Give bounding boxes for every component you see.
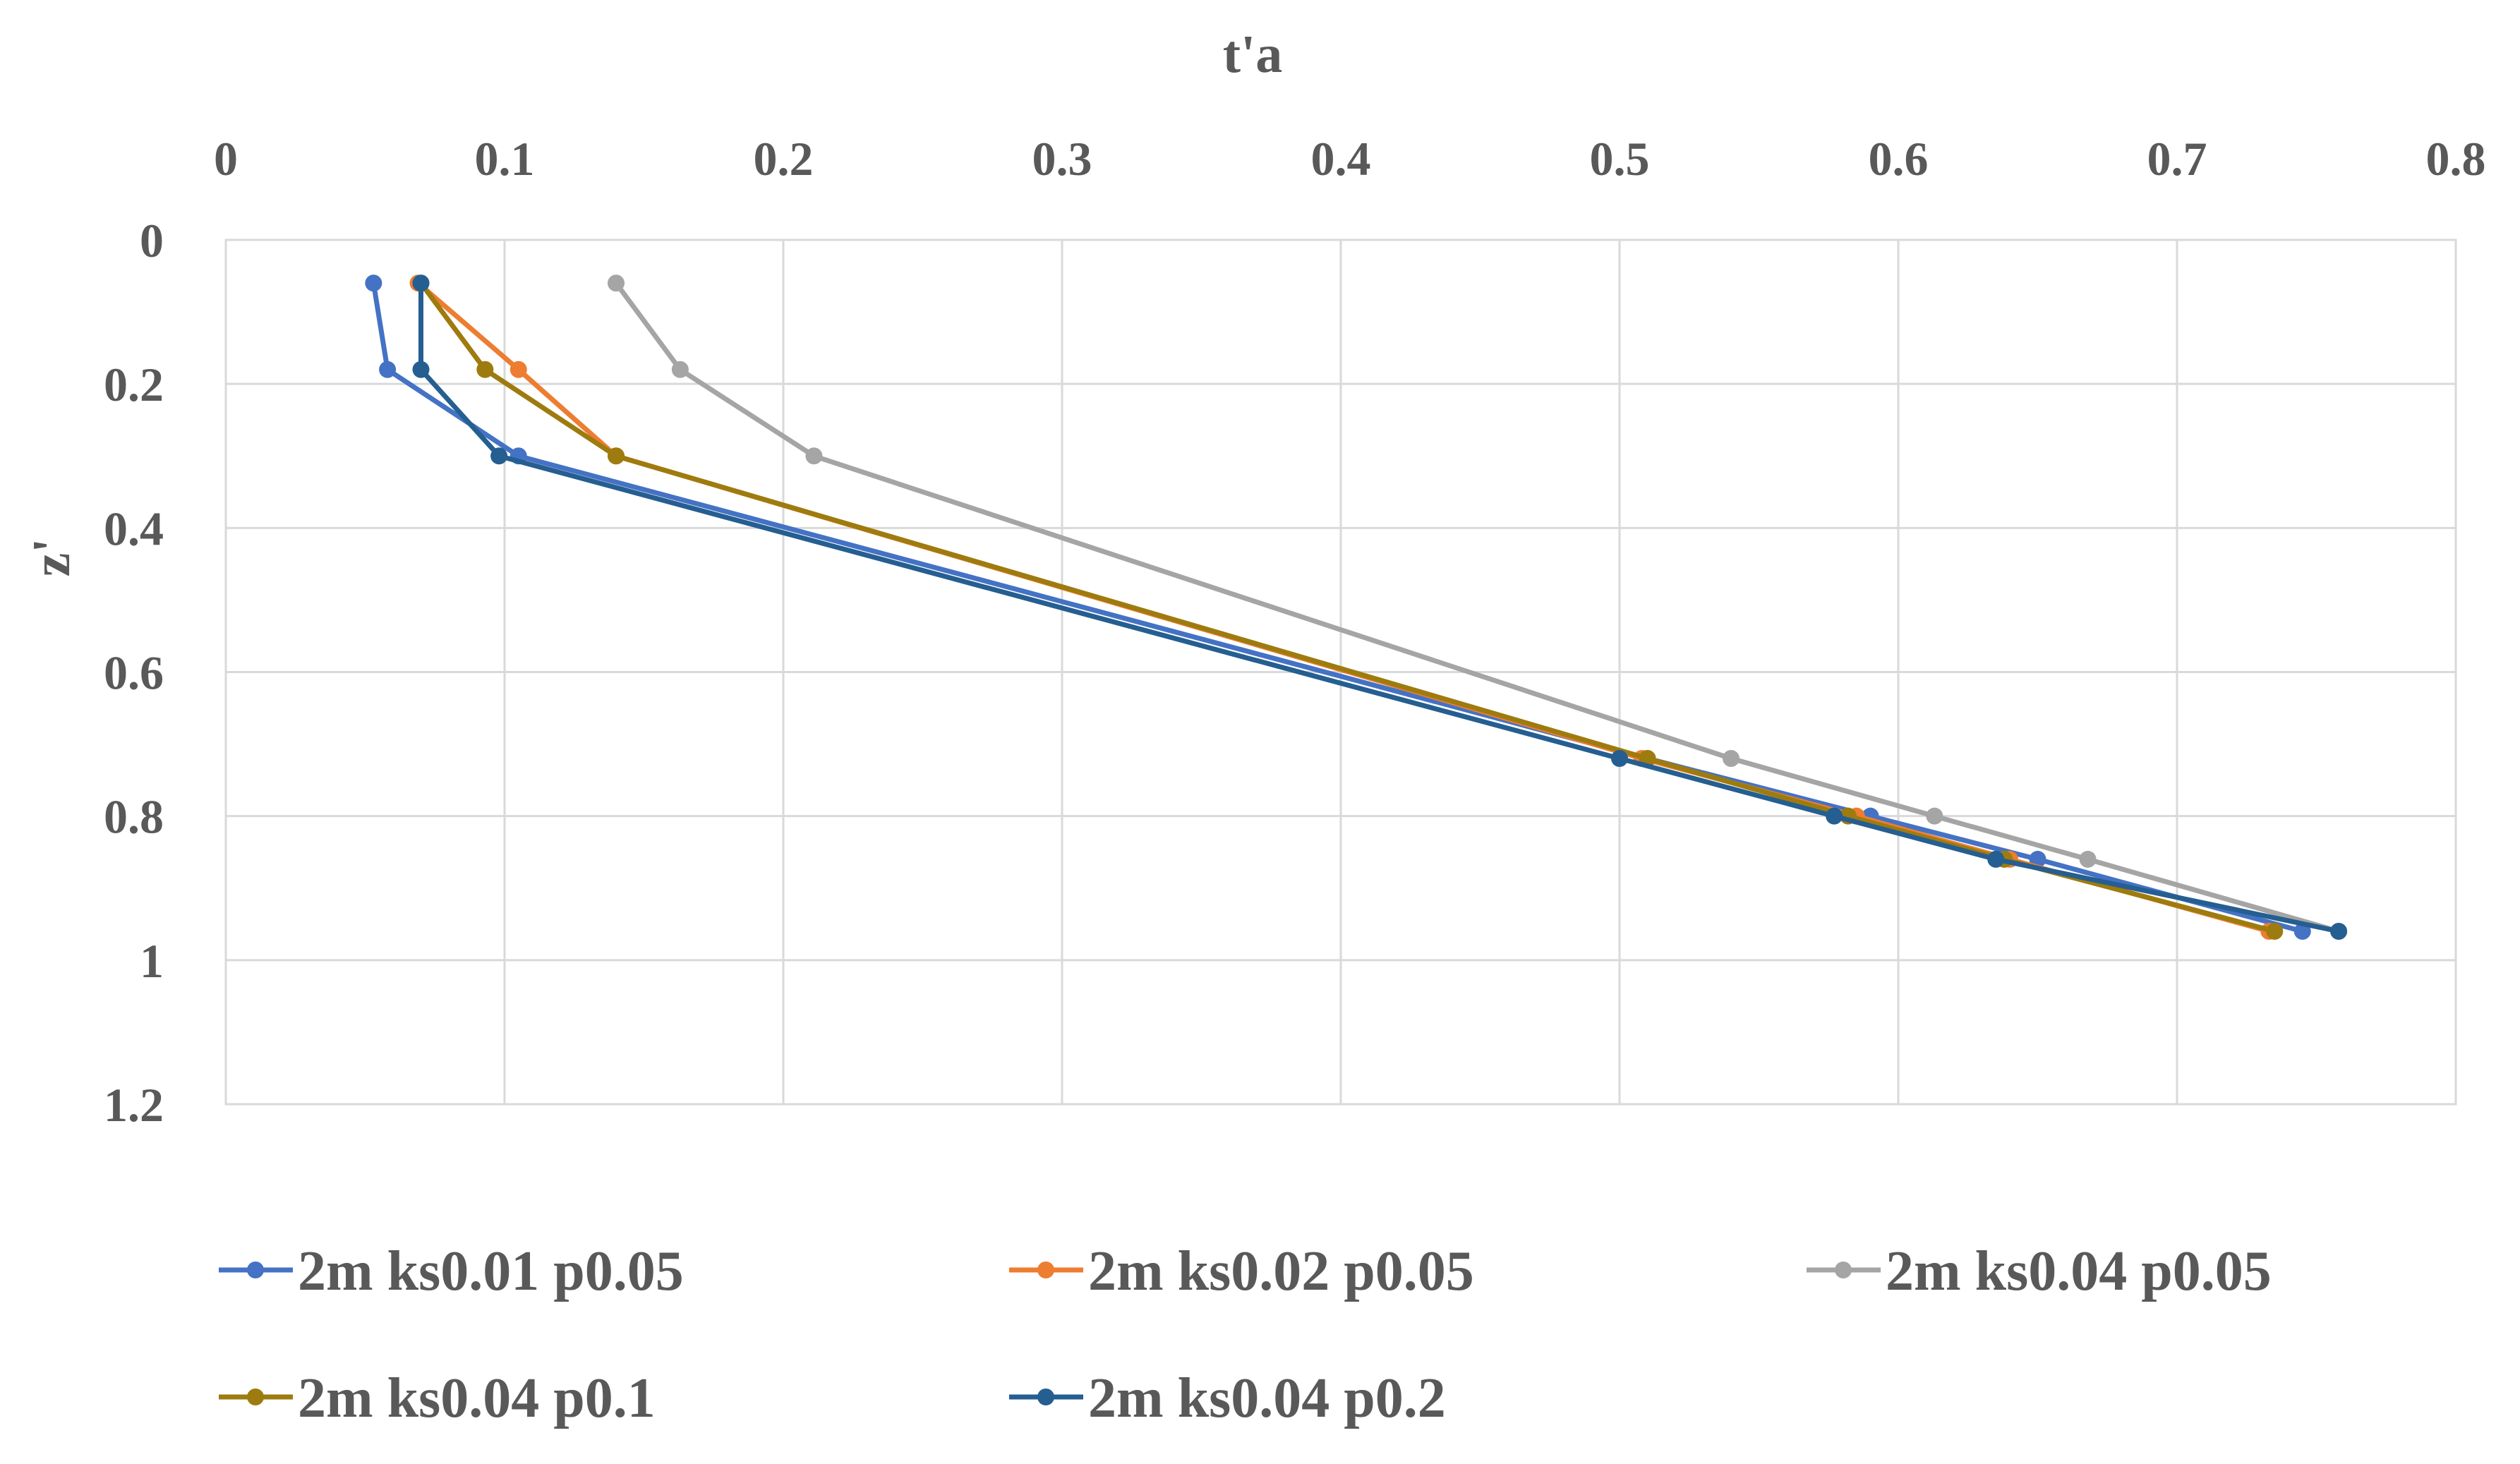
- legend-entry: 2m ks0.04 p0.1: [219, 1367, 656, 1429]
- data-point: [1723, 750, 1740, 767]
- x-tick-label: 0.2: [754, 132, 814, 186]
- data-point: [490, 447, 508, 465]
- series-line: [370, 282, 2303, 934]
- legend-marker: [1037, 1389, 1054, 1405]
- data-point: [2079, 850, 2097, 868]
- x-tick-label: 0.5: [1590, 132, 1650, 186]
- series-3: [608, 274, 2348, 940]
- data-point: [2330, 923, 2348, 940]
- x-tick-label: 0.3: [1032, 132, 1092, 186]
- legend-entry: 2m ks0.02 p0.05: [1009, 1240, 1474, 1302]
- legend-marker: [247, 1262, 264, 1278]
- data-point: [1987, 850, 2005, 868]
- legend-label: 2m ks0.04 p0.2: [1088, 1367, 1446, 1429]
- data-point: [365, 274, 382, 292]
- data-point: [510, 361, 527, 378]
- legend-entry: 2m ks0.04 p0.05: [1807, 1240, 2272, 1302]
- data-point: [1926, 807, 1943, 825]
- legend: 2m ks0.01 p0.05 2m ks0.02 p0.05 2m ks0.04 …: [219, 1240, 2272, 1429]
- series-line: [418, 283, 2339, 934]
- legend-marker: [1037, 1262, 1054, 1278]
- data-point: [412, 361, 430, 378]
- legend-marker: [247, 1389, 264, 1405]
- y-tick-label: 0.8: [104, 790, 164, 844]
- y-tick-label: 1: [140, 934, 164, 988]
- legend-label: 2m ks0.02 p0.05: [1088, 1240, 1474, 1302]
- data-point: [476, 361, 494, 378]
- y-tick-label: 0: [140, 214, 164, 267]
- x-tick-label: 0.1: [475, 132, 535, 186]
- legend-marker: [1835, 1262, 1852, 1278]
- data-point: [412, 274, 430, 292]
- y-tick-label: 0.6: [104, 646, 164, 700]
- x-tick-label: 0.8: [2426, 132, 2486, 186]
- y-axis-title: z': [22, 538, 81, 577]
- data-point: [671, 361, 689, 378]
- legend-entry: 2m ks0.04 p0.2: [1009, 1367, 1446, 1429]
- data-point: [1826, 807, 1843, 825]
- series-5: [412, 274, 2348, 940]
- x-tick-label: 0.7: [2147, 132, 2207, 186]
- series-4: [412, 274, 2284, 940]
- plot-area-border: [224, 238, 2457, 1106]
- y-axis-ticks: 0 0.2 0.4 0.6 0.8 1 1.2: [104, 214, 164, 1132]
- y-tick-label: 0.2: [104, 358, 164, 411]
- x-axis-title: t'a: [1223, 25, 1282, 84]
- x-tick-label: 0: [214, 132, 238, 186]
- y-tick-label: 0.4: [104, 502, 164, 555]
- data-point: [379, 361, 397, 378]
- data-point: [608, 274, 625, 292]
- data-point: [608, 447, 625, 465]
- x-tick-label: 0.4: [1311, 132, 1371, 186]
- data-point: [2266, 923, 2284, 940]
- x-axis-ticks: 0 0.1 0.2 0.3 0.4 0.5 0.6 0.7 0.8: [214, 132, 2486, 186]
- legend-label: 2m ks0.04 p0.1: [298, 1367, 656, 1429]
- legend-label: 2m ks0.01 p0.05: [298, 1240, 684, 1302]
- series-line: [614, 282, 2340, 934]
- legend-label: 2m ks0.04 p0.05: [1886, 1240, 2272, 1302]
- series-lines: [365, 274, 2348, 940]
- legend-entry: 2m ks0.01 p0.05: [219, 1240, 684, 1302]
- data-point: [805, 447, 823, 465]
- data-point: [1611, 750, 1628, 767]
- y-tick-label: 1.2: [104, 1078, 164, 1132]
- x-tick-label: 0.6: [1869, 132, 1929, 186]
